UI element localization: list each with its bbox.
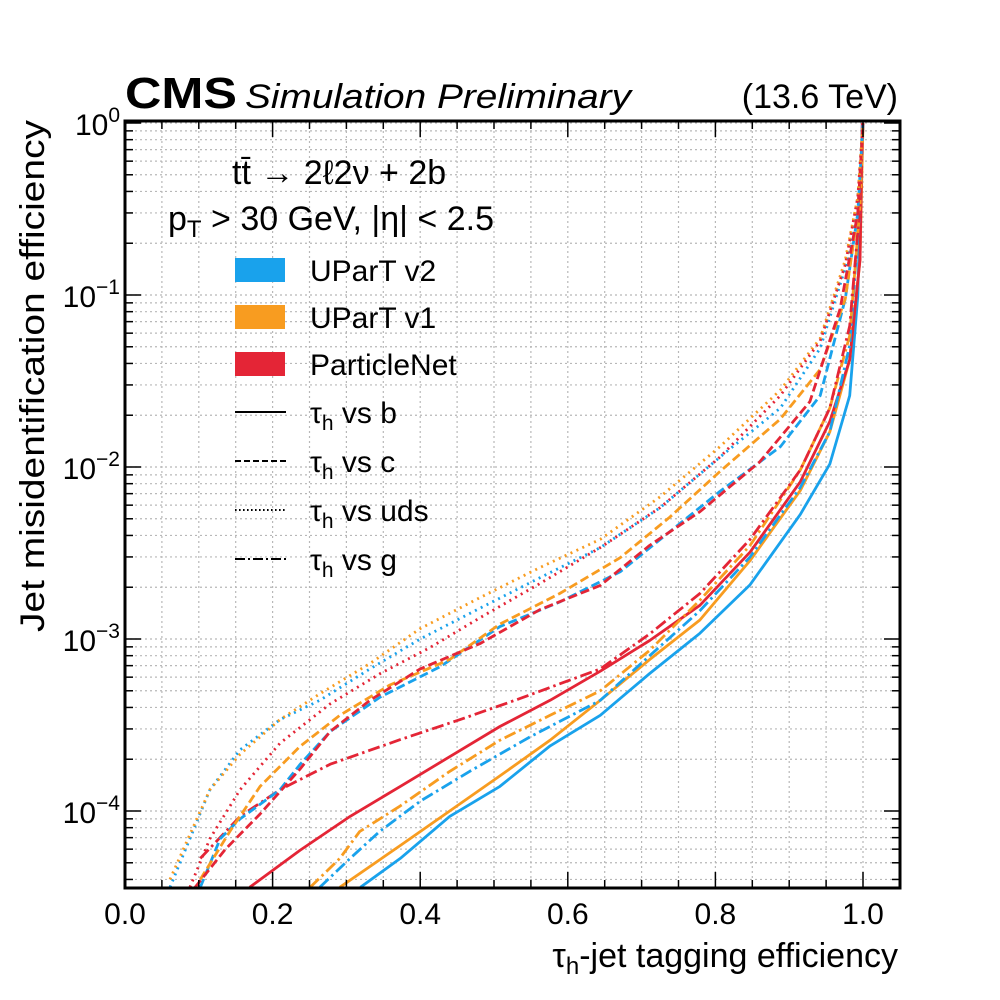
legend-label: τh vs b (310, 397, 397, 435)
legend-label-rest: vs b (334, 397, 397, 430)
legend-swatch-upart-v2 (235, 258, 285, 282)
legend-label-tau: τ (310, 544, 322, 577)
x-tick-label: 0.8 (695, 898, 737, 931)
legend-label: τh vs g (310, 544, 397, 582)
legend-label: τh vs uds (310, 495, 429, 533)
plot-frame (123, 119, 902, 890)
curve-particlenet-h-vs-c (194, 122, 865, 888)
legend-label-sub: h (322, 412, 334, 435)
grid-lines (125, 121, 900, 888)
x-axis-label: τh-jet tagging efficiency (552, 937, 898, 980)
legend-label: ParticleNet (310, 349, 457, 382)
curve-particlenet-h-vs-g (199, 122, 865, 860)
legend-label-rest: vs uds (334, 495, 429, 528)
legend-label: UParT v1 (310, 302, 436, 335)
legend-label: UParT v2 (310, 255, 436, 288)
energy-label: (13.6 TeV) (742, 78, 898, 116)
y-tick-exponent: −1 (96, 276, 120, 299)
y-tick-base: 10 (63, 453, 96, 486)
cuts-annotation: pT > 30 GeV, |η| < 2.5 (168, 200, 494, 243)
legend-swatch-upart-v1 (235, 305, 285, 329)
y-tick-exponent: 0 (108, 104, 120, 127)
curve-upart-v1-h-vs-uds (168, 122, 865, 880)
y-tick-label: 100 (75, 104, 120, 142)
x-tick-label: 0.6 (547, 898, 589, 931)
legend-label-tau: τ (310, 446, 322, 479)
legend-label-tau: τ (310, 397, 322, 430)
simulation-preliminary-label: Simulation Preliminary (245, 78, 633, 116)
x-tick-label: 0.2 (252, 898, 294, 931)
x-axis-label-tau: τ (552, 937, 566, 975)
curve-upart-v2-h-vs-g (318, 122, 865, 888)
x-axis-label-sub: h (566, 953, 579, 980)
cuts-pt-sub: T (187, 216, 202, 243)
legend-label-rest: vs g (334, 544, 397, 577)
y-tick-base: 10 (75, 109, 108, 142)
y-tick-label: 10−2 (63, 448, 120, 486)
legend-label-sub: h (322, 510, 334, 533)
y-tick-exponent: −3 (96, 620, 120, 643)
legend-label-sub: h (322, 559, 334, 582)
curve-upart-v2-h-vs-uds (168, 122, 865, 888)
x-tick-label: 0.0 (104, 898, 146, 931)
y-tick-base: 10 (63, 797, 96, 830)
x-tick-labels: 0.0 0.2 0.4 0.6 0.8 1.0 (104, 898, 884, 931)
curve-particlenet-h-vs-uds (188, 122, 865, 888)
process-annotation: tt̄ → 2ℓ2ν + 2b (232, 154, 446, 192)
legend-label-tau: τ (310, 495, 322, 528)
cuts-rest: > 30 GeV, |η| < 2.5 (202, 200, 494, 238)
y-tick-exponent: −2 (96, 448, 120, 471)
y-tick-label: 10−1 (63, 276, 120, 314)
x-tick-label: 0.4 (399, 898, 441, 931)
x-axis-label-rest: -jet tagging efficiency (579, 937, 898, 975)
cms-label: CMS (125, 69, 237, 118)
y-tick-base: 10 (63, 625, 96, 658)
curve-upart-v2-h-vs-b (359, 122, 864, 888)
x-tick-label: 1.0 (842, 898, 884, 931)
legend-swatch-particlenet (235, 352, 285, 376)
legend-label: τh vs c (310, 446, 395, 484)
y-tick-base: 10 (63, 281, 96, 314)
curves (168, 122, 865, 888)
y-tick-exponent: −4 (96, 792, 120, 815)
y-axis-label: Jet misidentification efficiency (14, 120, 52, 632)
y-tick-label: 10−3 (63, 620, 120, 658)
legend-label-sub: h (322, 461, 334, 484)
curve-upart-v1-h-vs-c (199, 122, 865, 881)
cuts-pt: p (168, 200, 187, 238)
y-tick-label: 10−4 (63, 792, 121, 830)
legend-label-rest: vs c (334, 446, 396, 479)
curve-upart-v2-h-vs-c (199, 122, 865, 888)
